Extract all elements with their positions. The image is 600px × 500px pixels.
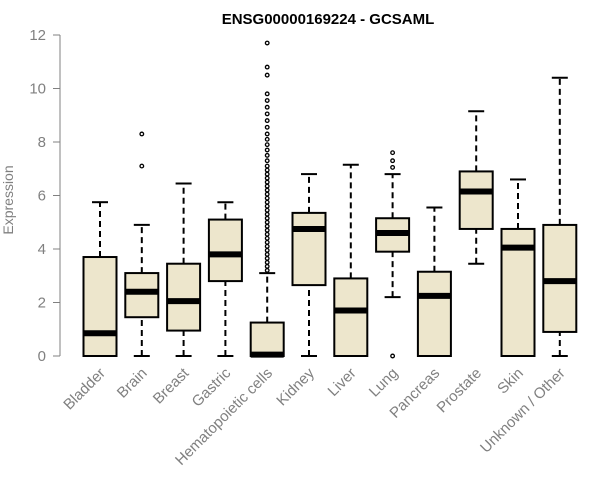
outlier-point — [264, 142, 270, 148]
outlier-point — [264, 118, 270, 124]
outlier-point — [390, 353, 396, 359]
x-tick-label: Skin — [494, 365, 527, 398]
outlier-point — [264, 195, 270, 201]
outlier-point — [264, 267, 270, 273]
box-10 — [458, 110, 494, 265]
box-body — [124, 272, 160, 319]
outlier-point — [264, 191, 270, 197]
x-tick-label: Lung — [366, 365, 402, 401]
plot-area — [82, 40, 578, 359]
outlier-point — [264, 163, 270, 169]
outlier-point — [264, 179, 270, 185]
outlier-point — [264, 255, 270, 261]
outlier-point — [264, 72, 270, 78]
outlier-point — [264, 158, 270, 164]
box-body — [333, 277, 369, 357]
outlier-point — [264, 111, 270, 117]
box-4 — [207, 201, 243, 357]
box-11 — [500, 178, 536, 357]
outlier-point — [264, 98, 270, 103]
outlier-point — [264, 175, 270, 181]
outlier-point — [264, 91, 270, 97]
box-body — [416, 270, 452, 357]
x-tick-label: Breast — [150, 364, 193, 407]
outlier-point — [264, 251, 270, 257]
outlier-point — [139, 131, 145, 137]
x-tick-label: Bladder — [60, 365, 109, 414]
outlier-point — [390, 164, 396, 170]
y-tick-label: 4 — [38, 241, 46, 258]
outlier-point — [264, 187, 270, 193]
y-axis: 0 2 4 6 8 10 12 — [29, 27, 61, 365]
box-body — [249, 321, 285, 357]
chart-title: ENSG00000169224 - GCSAML — [222, 11, 435, 28]
outlier-point — [264, 235, 270, 241]
outlier-point — [264, 239, 270, 245]
y-tick-label: 8 — [38, 134, 46, 151]
outlier-point — [264, 263, 270, 269]
outlier-point — [264, 131, 270, 137]
outlier-point — [264, 219, 270, 225]
box-3 — [166, 182, 202, 357]
x-tick-label: Liver — [325, 365, 360, 400]
box-2 — [124, 131, 160, 357]
box-7 — [333, 163, 369, 357]
box-body — [207, 218, 243, 283]
box-6 — [291, 173, 327, 357]
outlier-point — [264, 152, 270, 158]
y-tick-label: 12 — [29, 27, 46, 44]
outlier-point — [264, 243, 270, 249]
outlier-point — [264, 223, 270, 229]
box-1 — [82, 201, 118, 357]
y-tick-label: 10 — [29, 81, 46, 98]
box-12 — [542, 76, 578, 357]
outlier-point — [264, 147, 270, 153]
x-tick-label: Prostate — [433, 365, 485, 417]
outlier-point — [264, 167, 270, 173]
box-9 — [416, 206, 452, 357]
outlier-point — [264, 207, 270, 213]
outlier-point — [264, 124, 270, 130]
outlier-point — [264, 136, 270, 142]
y-axis-label: Expression — [0, 165, 16, 234]
outlier-point — [264, 64, 270, 70]
outlier-point — [390, 150, 396, 156]
x-tick-label: Brain — [114, 365, 151, 402]
outlier-point — [264, 203, 270, 209]
box-body — [291, 211, 327, 287]
y-tick-label: 0 — [38, 348, 46, 365]
y-tick-label: 2 — [38, 295, 46, 312]
box-body — [82, 256, 118, 357]
y-tick-label: 6 — [38, 188, 46, 205]
outlier-point — [264, 211, 270, 217]
outlier-point — [264, 40, 270, 46]
box-body — [166, 262, 202, 332]
box-8 — [375, 150, 411, 359]
outlier-point — [139, 163, 145, 169]
box-body — [458, 170, 494, 230]
outlier-point — [264, 171, 270, 177]
outlier-point — [264, 231, 270, 237]
outlier-point — [264, 199, 270, 205]
outlier-point — [264, 215, 270, 221]
outlier-point — [264, 104, 270, 110]
outlier-point — [264, 183, 270, 189]
outlier-point — [264, 247, 270, 253]
outlier-point — [390, 158, 396, 164]
outlier-point — [264, 259, 270, 265]
x-tick-label: Kidney — [273, 364, 318, 409]
outlier-point — [264, 227, 270, 233]
box-5 — [249, 40, 285, 358]
